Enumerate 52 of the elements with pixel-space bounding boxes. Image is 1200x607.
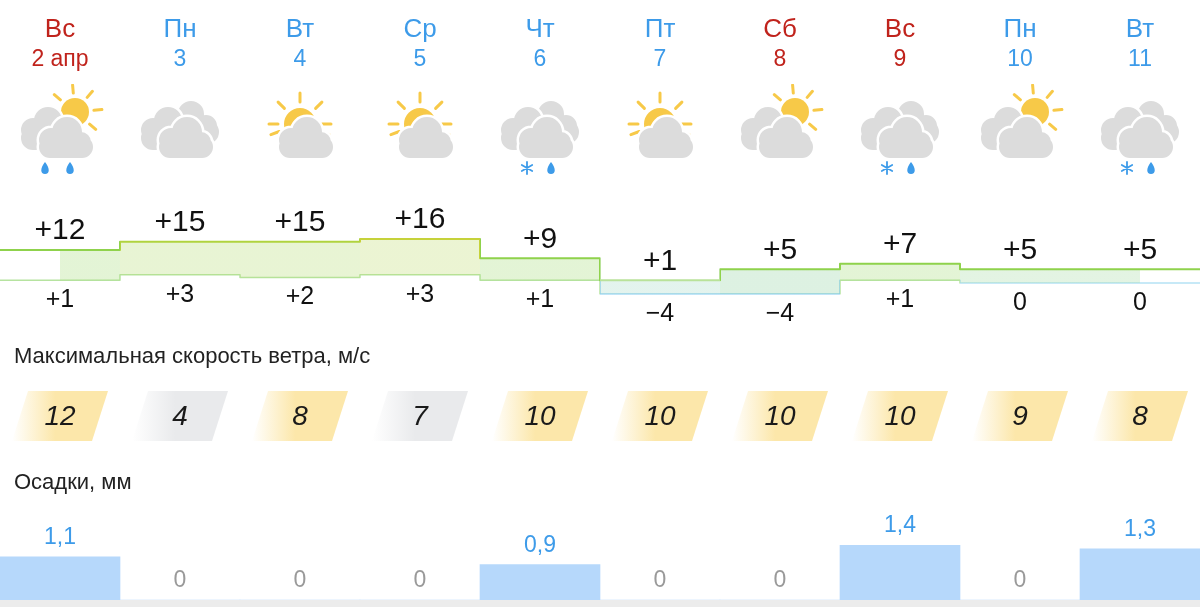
data-label: +9 — [522, 220, 558, 254]
x-tick-label: Вт 4 — [285, 13, 315, 72]
data-label: 1,1 — [44, 523, 76, 550]
data-label: 10 — [884, 399, 916, 431]
data-label: 0 — [173, 566, 187, 593]
data-label: 10 — [644, 399, 676, 431]
data-label: +2 — [285, 281, 315, 310]
data-label: 1,4 — [884, 511, 917, 538]
data-label: 0 — [653, 566, 667, 593]
data-label: +1 — [45, 284, 75, 313]
data-label: +12 — [34, 212, 86, 246]
data-label: +15 — [154, 204, 206, 238]
data-label: 0 — [413, 566, 427, 593]
data-label: 0 — [1013, 566, 1027, 593]
data-label: −4 — [645, 297, 675, 326]
data-label: +15 — [274, 204, 326, 238]
data-label: −4 — [765, 297, 795, 326]
data-label: 1,3 — [1124, 515, 1156, 542]
data-label: 9 — [1012, 399, 1028, 431]
data-label: 10 — [524, 399, 556, 431]
data-label: +3 — [165, 278, 195, 307]
x-tick-label: Вт 11 — [1125, 13, 1155, 72]
data-label: +7 — [882, 226, 918, 260]
data-label: 8 — [292, 399, 309, 431]
data-label: 0,9 — [524, 530, 556, 557]
data-label: 0 — [293, 566, 307, 593]
data-label: 12 — [44, 399, 76, 431]
x-tick-label: Сб 8 — [763, 13, 797, 72]
x-tick-label: Чт 6 — [525, 13, 555, 72]
data-label: +5 — [1122, 231, 1158, 265]
data-label: +5 — [762, 231, 798, 265]
x-tick-label: Пт 7 — [644, 13, 676, 72]
chart-title: Максимальная скорость ветра, м/с — [14, 343, 371, 369]
data-label: +1 — [885, 284, 915, 313]
data-label: 7 — [412, 399, 430, 431]
data-label: 10 — [764, 399, 796, 431]
data-label: +3 — [405, 278, 435, 307]
data-label: 4 — [172, 399, 188, 431]
data-label: 0 — [1013, 286, 1027, 315]
x-tick-label: Вс 9 — [884, 13, 916, 72]
data-label: +5 — [1002, 231, 1038, 265]
x-tick-label: Вс 2 апр — [31, 13, 89, 72]
data-label: 0 — [1133, 286, 1147, 315]
x-tick-label: Пн 3 — [163, 13, 197, 72]
x-tick-label: Пн 10 — [1003, 13, 1037, 72]
data-label: +16 — [394, 201, 446, 235]
x-tick-label: Ср 5 — [403, 13, 437, 72]
data-label: 0 — [773, 566, 787, 593]
chart-title: Осадки, мм — [14, 469, 132, 495]
data-label: 8 — [1132, 399, 1149, 431]
data-label: +1 — [642, 242, 678, 276]
data-label: +1 — [525, 284, 555, 313]
